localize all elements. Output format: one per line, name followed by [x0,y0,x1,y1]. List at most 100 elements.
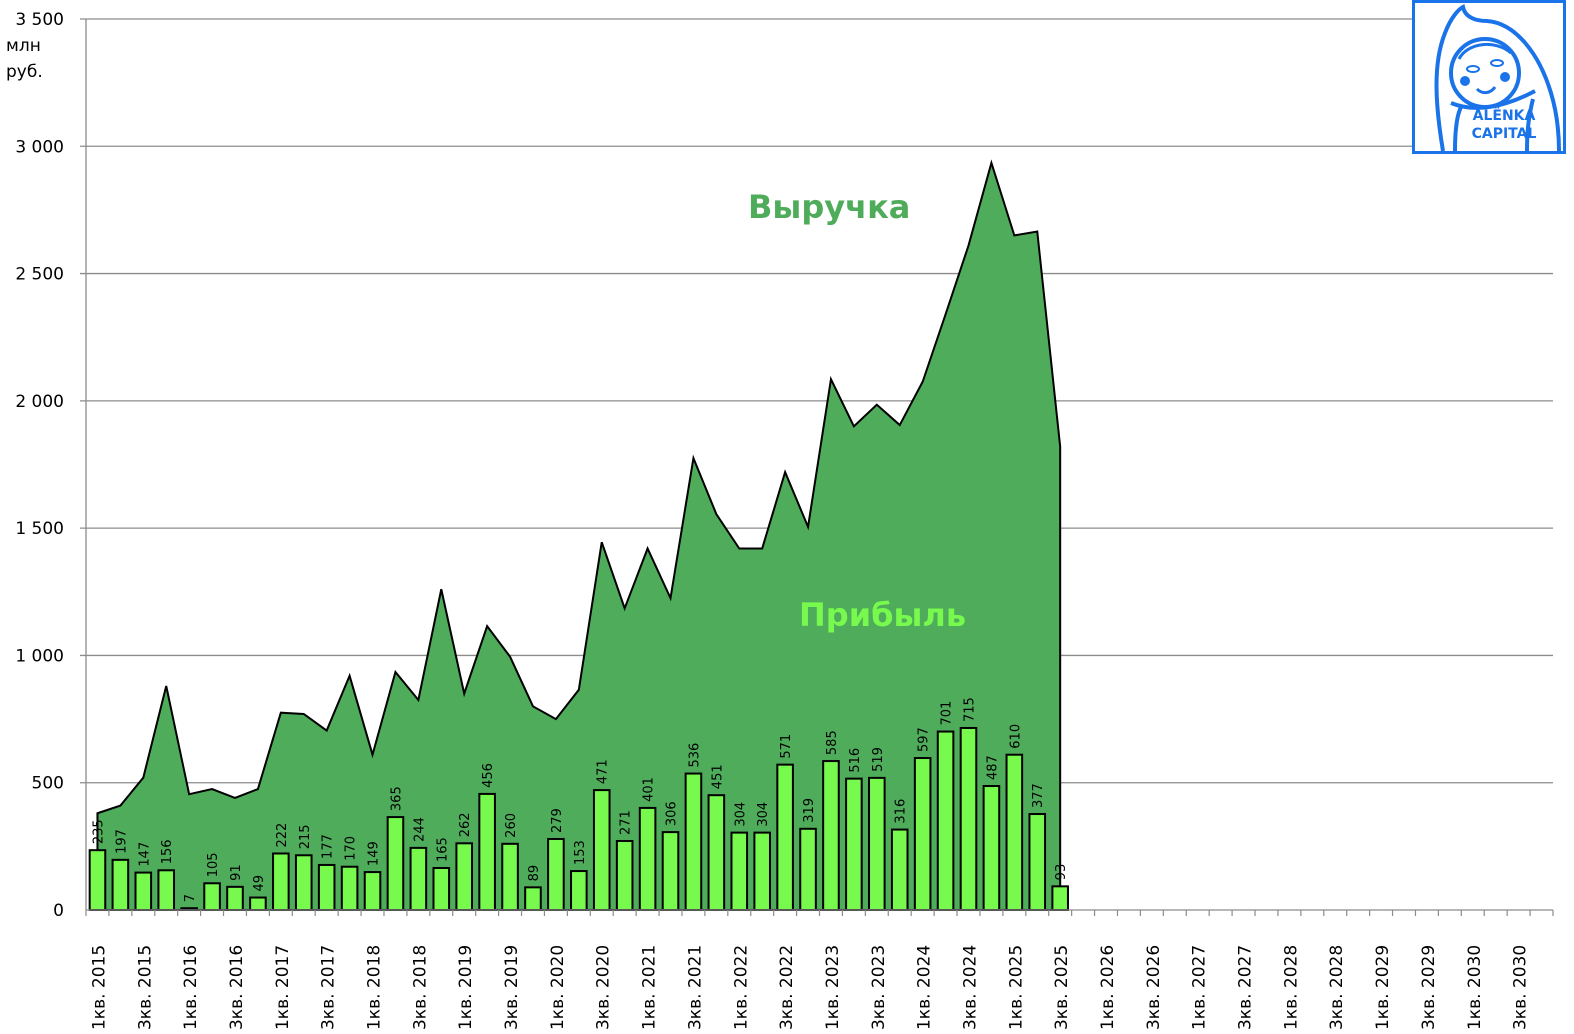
x-tick-label: 1кв. 2018 [365,945,385,1030]
profit-bar [317,863,336,911]
profit-data-label: 215 [298,824,313,849]
y-tick-label: 0 [53,901,64,921]
x-tick-label: 1кв. 2026 [1098,945,1118,1030]
profit-bar [913,757,932,912]
profit-data-label: 197 [114,829,129,854]
profit-data-label: 279 [550,808,565,833]
profit-data-label: 701 [940,701,955,726]
profit-data-label: 260 [504,813,519,838]
logo-text-line1: ALЁNKA [1472,108,1536,124]
profit-data-label: 516 [848,748,863,773]
profit-data-label: 456 [481,763,496,788]
profit-bar [845,777,863,911]
matryoshka-icon [1434,4,1561,151]
x-tick-label: 3кв. 2019 [502,945,522,1030]
profit-bar [615,840,634,912]
profit-bar [707,794,726,912]
revenue-area [96,159,1062,911]
profit-bar [432,866,451,912]
profit-data-label: 165 [435,837,450,862]
x-tick-label: 3кв. 2030 [1511,945,1531,1030]
profit-bar [730,831,749,912]
profit-data-label: 91 [229,864,244,881]
x-tick-label: 3кв. 2021 [685,945,705,1030]
profit-data-label: 156 [160,839,175,864]
y-tick-label: 500 [32,774,64,794]
profit-bar [661,831,680,911]
x-tick-label: 1кв. 2030 [1465,945,1485,1030]
profit-data-label: 451 [710,764,725,789]
profit-bar [638,806,657,912]
profit-data-label: 571 [779,734,794,759]
profit-bar [134,871,153,912]
profit-bar [799,827,817,911]
profit-data-label: 149 [367,841,382,866]
x-tick-label: 1кв. 2025 [1006,945,1026,1030]
profit-data-label: 610 [1008,724,1023,749]
profit-bar [822,760,840,912]
profit-bar [501,842,519,911]
profit-data-label: 306 [665,801,680,826]
profit-data-label: 7 [183,894,198,902]
x-tick-label: 3кв. 2026 [1144,945,1164,1030]
profit-bar [386,816,405,911]
profit-bar [570,870,588,912]
x-tick-label: 1кв. 2024 [915,945,935,1030]
y-axis-unit-label-2: руб. [6,62,43,82]
profit-data-label: 93 [1054,864,1069,881]
profit-bar [409,846,428,912]
x-tick-label: 1кв. 2015 [89,945,109,1030]
profit-data-label: 304 [733,802,748,827]
profit-bar [478,792,496,911]
x-tick-label: 3кв. 2018 [410,945,430,1030]
y-tick-label: 3 500 [15,10,64,30]
profit-data-label: 715 [962,697,977,722]
profit-data-label: 487 [985,755,1000,780]
profit-data-label: 153 [573,840,588,865]
profit-data-label: 471 [596,759,611,784]
profit-bar [1005,753,1024,911]
profit-bar [684,772,703,912]
profit-data-label: 244 [412,817,427,842]
profit-data-label: 222 [275,823,290,848]
profit-data-label: 597 [917,727,932,752]
x-tick-label: 3кв. 2023 [869,945,889,1030]
profit-data-label: 105 [206,852,221,877]
x-tick-label: 3кв. 2016 [227,945,247,1030]
x-tick-label: 1кв. 2020 [548,945,568,1030]
profit-data-label: 585 [825,730,840,755]
x-tick-label: 1кв. 2017 [273,945,293,1030]
profit-bar [111,858,130,911]
profit-data-label: 177 [321,834,336,859]
profit-data-label: 271 [619,810,634,835]
y-tick-label: 2 000 [15,392,64,412]
x-tick-label: 3кв. 2024 [960,945,980,1030]
x-tick-label: 3кв. 2027 [1236,945,1256,1030]
profit-bar [272,852,290,912]
profit-bar [547,837,565,911]
profit-bar [890,828,909,911]
profit-bar [249,896,267,912]
x-tick-label: 3кв. 2022 [777,945,797,1030]
profit-bar [524,886,542,911]
profit-bar [868,776,886,912]
x-tick-label: 1кв. 2029 [1373,945,1393,1030]
x-tick-label: 1кв. 2027 [1190,945,1210,1030]
profit-data-label: 89 [527,865,542,882]
profit-data-label: 316 [894,799,909,824]
y-axis-unit-label-1: млн [6,36,41,56]
profit-bar [592,789,611,912]
x-tick-label: 3кв. 2025 [1052,945,1072,1030]
y-tick-label: 3 000 [15,137,64,157]
profit-data-label: 536 [687,743,702,768]
y-tick-label: 2 500 [15,265,64,285]
profit-bar [88,849,107,912]
profit-bar [203,882,221,912]
logo-text-line2: CAPITAL [1471,126,1537,142]
profit-data-label: 401 [642,777,657,802]
alenka-capital-logo: ALЁNKA CAPITAL [1412,0,1566,154]
x-tick-label: 1кв. 2028 [1281,945,1301,1030]
x-tick-label: 3кв. 2029 [1419,945,1439,1030]
profit-bar [226,885,244,911]
